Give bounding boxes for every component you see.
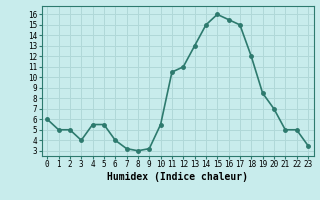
X-axis label: Humidex (Indice chaleur): Humidex (Indice chaleur): [107, 172, 248, 182]
